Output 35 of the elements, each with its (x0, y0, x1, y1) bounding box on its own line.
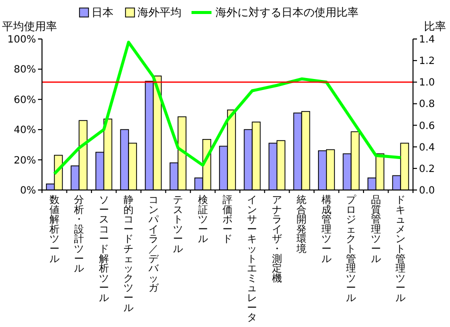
y2-tick-label: 0.4 (419, 142, 435, 154)
x-tick-label: 構成管理ツール (321, 194, 332, 265)
y-tick-label: 40% (14, 125, 36, 136)
line-series (52, 40, 402, 176)
x-tick-label: 分析・設計ツール (73, 194, 84, 275)
y-tick-label: 20% (14, 155, 36, 166)
x-tick-label: 評価ボード (222, 194, 232, 246)
x-tick-label: テストツール (173, 195, 184, 255)
y2-tick-label: 1.4 (419, 34, 435, 46)
y2-tick-label: 0.8 (419, 99, 435, 110)
legend-label: 海外に対する日本の使用比率 (216, 6, 358, 19)
y-tick-label: 80% (14, 64, 36, 76)
y2-axis-title: 比率 (424, 20, 446, 33)
category-label: アナライザ・測定機 (272, 195, 282, 284)
category-label: インサーキットエミュレータ (247, 195, 258, 324)
y2-tick-label: 1.0 (419, 78, 435, 89)
category-label: コンパイラ／デバッガ (148, 195, 158, 294)
y-tick-label: 0% (20, 186, 36, 196)
y2-tick-label: 0.2 (419, 164, 435, 175)
category-label: プロジェクト管理ツール (346, 195, 356, 304)
legend-label: 海外平均 (138, 6, 182, 19)
y2-tick-label: 0.6 (419, 120, 435, 132)
y-tick-label: 100% (7, 34, 36, 46)
category-label: ドキュメント管理ツール (396, 195, 406, 304)
y-axis-title: 平均使用率 (2, 20, 57, 33)
x-tick-label: 検証ツール (198, 194, 208, 246)
x-tick-label: 品質管理ツール (370, 195, 381, 265)
category-label: 静的コードチェックツール (124, 195, 134, 314)
y-tick-label: 60% (14, 94, 36, 106)
y2-tick-label: 0.0 (419, 186, 435, 196)
x-tick-label: 数値解析ツール (48, 195, 60, 265)
category-label: ソースコード解析ツール (98, 195, 109, 304)
x-tick-label: 統合開発環境 (296, 194, 307, 255)
y2-tick-label: 1.2 (419, 56, 435, 68)
legend-label: 日本 (92, 6, 114, 19)
